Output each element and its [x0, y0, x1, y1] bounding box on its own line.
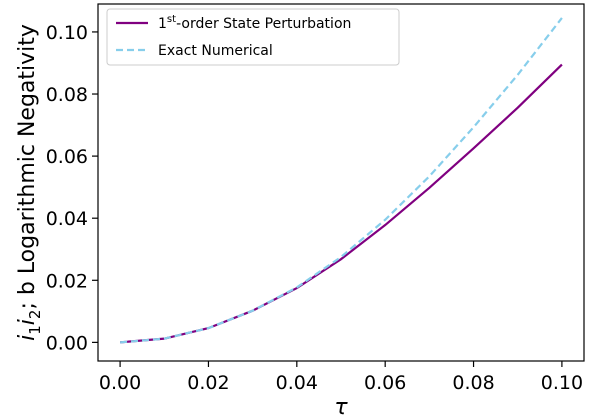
- plot-area-frame: [97, 3, 585, 362]
- y-label-i2: i: [15, 319, 40, 325]
- series-line-first-order-state-perturbation: [119, 63, 563, 344]
- x-tick-label: 0.10: [541, 372, 583, 394]
- y-tick-label: 0.10: [46, 22, 88, 44]
- y-axis-label: i1i2; b Logarithmic Negativity: [15, 24, 44, 341]
- y-tick-label: 0.02: [46, 270, 88, 292]
- x-axis-label: τ: [334, 395, 348, 420]
- legend-label-exact-numerical: Exact Numerical: [158, 43, 273, 59]
- x-tick-label: 0.08: [452, 372, 494, 394]
- y-label-sub1: 1: [26, 325, 44, 335]
- y-tick-label: 0.08: [46, 84, 88, 106]
- legend-label-first-order: 1st-order State Perturbation: [158, 14, 351, 32]
- y-tick-label: 0.06: [46, 146, 88, 168]
- x-axis-ticks: 0.00 0.02 0.04 0.06 0.08 0.10: [99, 361, 583, 394]
- y-label-rest: ; b Logarithmic Negativity: [15, 24, 40, 309]
- x-tick-label: 0.06: [364, 372, 406, 394]
- x-tick-label: 0.00: [99, 372, 141, 394]
- y-tick-label: 0.04: [46, 208, 88, 230]
- series-line-exact-numerical: [119, 17, 563, 344]
- x-tick-label: 0.02: [187, 372, 229, 394]
- y-tick-label: 0.00: [46, 332, 88, 354]
- y-axis-ticks: 0.00 0.02 0.04 0.06 0.08 0.10: [46, 22, 98, 354]
- y-label-i1: i: [15, 335, 40, 341]
- x-tick-label: 0.04: [276, 372, 318, 394]
- y-label-sub2: 2: [26, 310, 44, 320]
- legend-box: [106, 8, 400, 66]
- legend: 1st-order State Perturbation Exact Numer…: [106, 8, 400, 66]
